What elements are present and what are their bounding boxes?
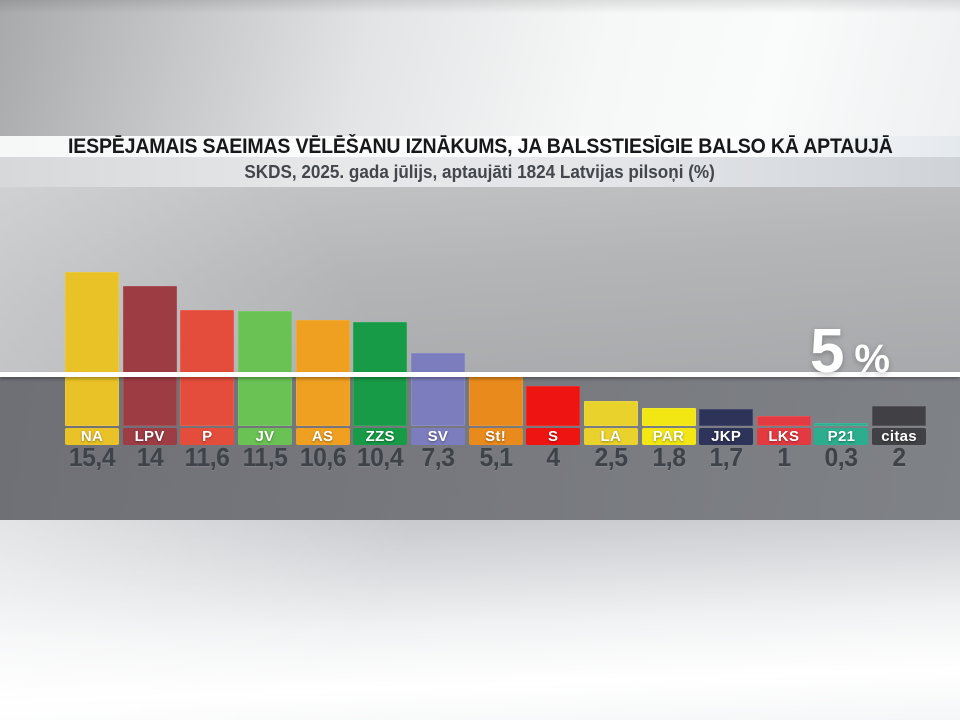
party-value-LKS: 1 (777, 442, 791, 472)
party-label-LA: LA (583, 428, 638, 445)
bar-P21 (814, 423, 869, 426)
party-label-P: P (180, 428, 235, 445)
bar-LKS (756, 416, 811, 426)
party-value-LPV: 14 (136, 442, 163, 472)
party-value-P: 11,6 (184, 442, 230, 472)
bar-SV (410, 353, 465, 426)
bar-St! (468, 375, 523, 426)
party-label-citas: citas (872, 428, 927, 445)
party-value-St!: 5,1 (479, 442, 513, 472)
party-value-JKP: 1,7 (709, 442, 743, 472)
party-label-NA: NA (65, 428, 119, 445)
bar-LPV (122, 286, 177, 426)
bar-NA (65, 272, 119, 426)
party-label-LKS: LKS (756, 428, 811, 445)
party-label-SV: SV (410, 428, 465, 445)
party-label-LPV: LPV (122, 428, 177, 445)
party-label-ZZS: ZZS (353, 428, 408, 445)
bar-S (526, 386, 581, 426)
party-value-AS: 10,6 (299, 442, 346, 472)
party-column-citas: citas 2 (862, 0, 936, 720)
party-label-S: S (526, 428, 581, 445)
party-column-PAR: PAR 1,8 (632, 0, 706, 720)
party-value-SV: 7,3 (421, 442, 455, 472)
party-value-ZZS: 10,4 (357, 442, 404, 472)
bar-LA (583, 401, 638, 426)
bar-JV (237, 311, 292, 426)
party-label-AS: AS (295, 428, 350, 445)
bar-P (180, 310, 235, 426)
threshold-line (0, 372, 960, 377)
bar-citas (872, 406, 927, 426)
percent-sign: % (854, 336, 890, 381)
threshold-value: 5 (809, 316, 845, 386)
party-label-St!: St! (468, 428, 523, 445)
bar-JKP (699, 409, 754, 426)
party-label-PAR: PAR (641, 428, 696, 445)
background-bottom (0, 520, 960, 720)
party-label-JV: JV (237, 428, 292, 445)
title-band: IESPĒJAMAIS SAEIMAS VĒLĒŠANU IZNĀKUMS, J… (0, 134, 960, 158)
party-value-PAR: 1,8 (652, 442, 685, 472)
party-value-JV: 11,5 (242, 442, 288, 472)
party-column-LKS: LKS 1 (747, 0, 821, 720)
party-column-JKP: JKP 1,7 (689, 0, 763, 720)
party-column-P: P 11,6 (170, 0, 244, 720)
party-column-LA: LA 2,5 (574, 0, 648, 720)
party-column-St!: St! 5,1 (459, 0, 533, 720)
subtitle-band: SKDS, 2025. gada jūlijs, aptaujāti 1824 … (0, 157, 960, 187)
party-column-P21: P21 0,3 (804, 0, 878, 720)
chart-subtitle: SKDS, 2025. gada jūlijs, aptaujāti 1824 … (244, 161, 716, 182)
party-value-LA: 2,5 (594, 442, 628, 472)
party-value-S: 4 (546, 442, 561, 472)
party-label-JKP: JKP (699, 428, 754, 445)
party-column-LPV: LPV 14 (113, 0, 187, 720)
party-column-NA: NA 15,4 (55, 0, 129, 720)
party-value-citas: 2 (892, 442, 906, 472)
threshold-label: 5 % (809, 316, 890, 386)
party-value-NA: 15,4 (68, 442, 116, 472)
party-value-P21: 0,3 (824, 442, 858, 472)
chart-title: IESPĒJAMAIS SAEIMAS VĒLĒŠANU IZNĀKUMS, J… (67, 134, 893, 158)
bar-PAR (641, 408, 696, 426)
party-label-P21: P21 (814, 428, 869, 445)
party-column-SV: SV 7,3 (401, 0, 475, 720)
party-column-JV: JV 11,5 (228, 0, 302, 720)
background-top (0, 0, 960, 136)
